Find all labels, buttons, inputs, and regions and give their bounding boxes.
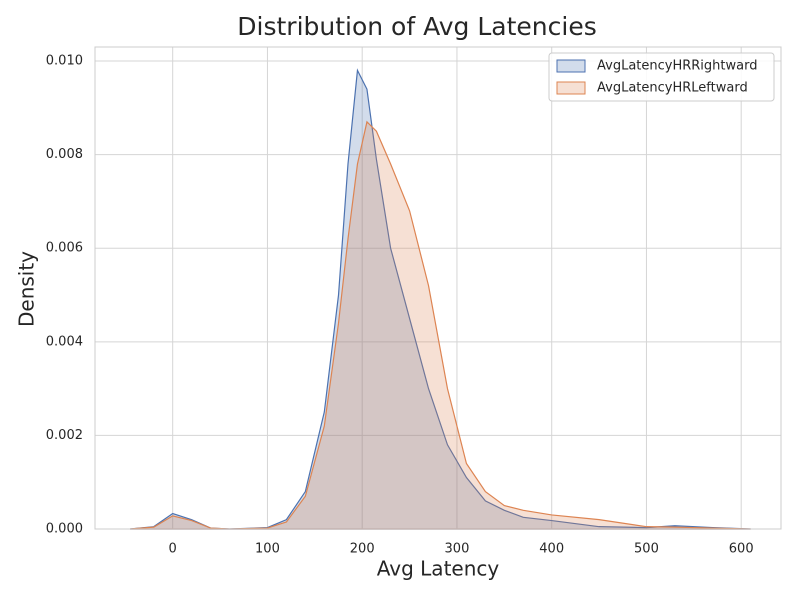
x-tick-label: 100 bbox=[255, 542, 280, 557]
x-axis-label: Avg Latency bbox=[377, 557, 500, 581]
legend-box bbox=[548, 52, 775, 102]
legend-label: AvgLatencyHRLeftward bbox=[597, 81, 748, 96]
x-tick-label: 0 bbox=[169, 542, 177, 557]
y-tick-label: 0.006 bbox=[46, 241, 83, 256]
y-tick-label: 0.000 bbox=[46, 522, 83, 537]
legend-swatch bbox=[556, 81, 586, 95]
y-tick-label: 0.010 bbox=[46, 54, 83, 69]
plot-area bbox=[130, 68, 751, 530]
y-tick-label: 0.004 bbox=[46, 334, 83, 349]
grid: 0.000 0.002 0.004 0.006 0.008 0.010 0 100 200 300… bbox=[46, 47, 781, 557]
y-tick-label: 0.008 bbox=[46, 147, 83, 162]
x-tick-label: 400 bbox=[539, 542, 564, 557]
legend: AvgLatencyHRRightward AvgLatencyHRLeftwar… bbox=[548, 52, 775, 102]
x-tick-label: 200 bbox=[350, 542, 375, 557]
y-tick-label: 0.002 bbox=[46, 428, 83, 443]
density-area bbox=[130, 120, 751, 530]
plot-border bbox=[94, 46, 782, 530]
x-tick-label: 500 bbox=[634, 542, 659, 557]
x-tick-label: 300 bbox=[445, 542, 470, 557]
x-tick-label: 600 bbox=[729, 542, 754, 557]
y-axis-label: Density bbox=[15, 251, 39, 327]
legend-swatch bbox=[556, 59, 586, 73]
legend-label: AvgLatencyHRRightward bbox=[597, 59, 757, 74]
chart-title: Distribution of Avg Latencies bbox=[237, 12, 596, 41]
